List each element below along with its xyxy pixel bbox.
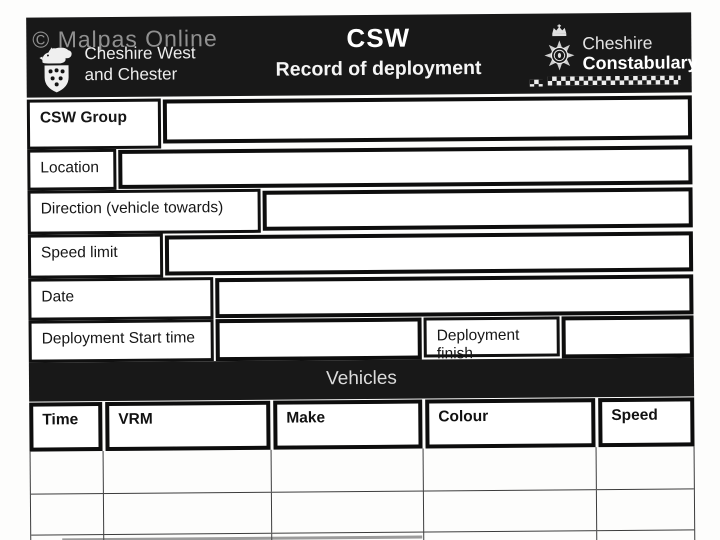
col-header-speed: Speed [598,397,695,448]
vehicle-cell-make[interactable] [271,448,424,492]
constabulary-crest-icon [544,24,575,71]
vehicle-row [30,446,694,495]
org-left-line2: and Chester [84,64,178,85]
vehicle-cell-vrm[interactable] [103,449,272,494]
field-csw-group-label: CSW Group [26,98,162,150]
field-location-label: Location [27,148,117,191]
field-start-time-input[interactable] [215,317,422,362]
field-finish-time-input[interactable] [561,315,694,359]
field-finish-time-label: Deployment finish [423,316,560,362]
org-right-line1: Cheshire [582,32,653,54]
vehicle-row [30,489,695,536]
form-title: CSW [346,22,411,54]
field-speed-limit-input[interactable] [164,231,694,276]
vehicle-cell-colour[interactable] [423,490,598,532]
field-date-label: Date [28,277,214,321]
col-header-vrm: VRM [105,400,271,452]
vehicle-cell-speed[interactable] [597,530,694,540]
vehicle-cell-time[interactable] [30,494,105,535]
vehicle-cell-colour[interactable] [423,447,597,491]
vehicle-cell-speed[interactable] [597,446,694,489]
field-date-input[interactable] [215,274,694,319]
field-csw-group-input[interactable] [162,95,693,144]
vehicle-cell-colour[interactable] [424,531,598,540]
vehicles-section-header: Vehicles [28,357,695,402]
col-header-colour: Colour [425,398,596,449]
sillitoe-checker-band-icon [547,75,681,86]
cheshire-west-shield-icon [39,47,72,93]
header-band: © Malpas Online Cheshire West and Cheste… [26,12,698,98]
org-right-name: Cheshire Constabulary [582,32,698,74]
vehicle-cell-time[interactable] [30,451,104,494]
col-header-make: Make [273,399,423,450]
vehicle-cell-speed[interactable] [597,489,694,530]
vehicle-cell-vrm[interactable] [103,492,273,535]
vehicle-cell-make[interactable] [271,491,425,533]
org-left-line1: Cheshire West [84,43,196,64]
field-direction-label: Direction (vehicle towards) [27,188,261,235]
org-left-name: Cheshire West and Chester [84,42,196,85]
field-start-time-label: Deployment Start time [28,319,214,363]
col-header-time: Time [29,402,103,452]
vehicles-section-title: Vehicles [326,367,397,390]
field-direction-input[interactable] [262,187,693,231]
form-subtitle: Record of deployment [275,57,482,81]
field-location-input[interactable] [118,145,693,189]
org-right-line2: Constabulary [582,52,698,74]
sillitoe-checker-mini-icon [529,79,543,87]
form-title-block: CSW Record of deployment [263,22,493,82]
vehicles-grid [29,446,696,540]
field-speed-limit-label: Speed limit [27,233,164,279]
